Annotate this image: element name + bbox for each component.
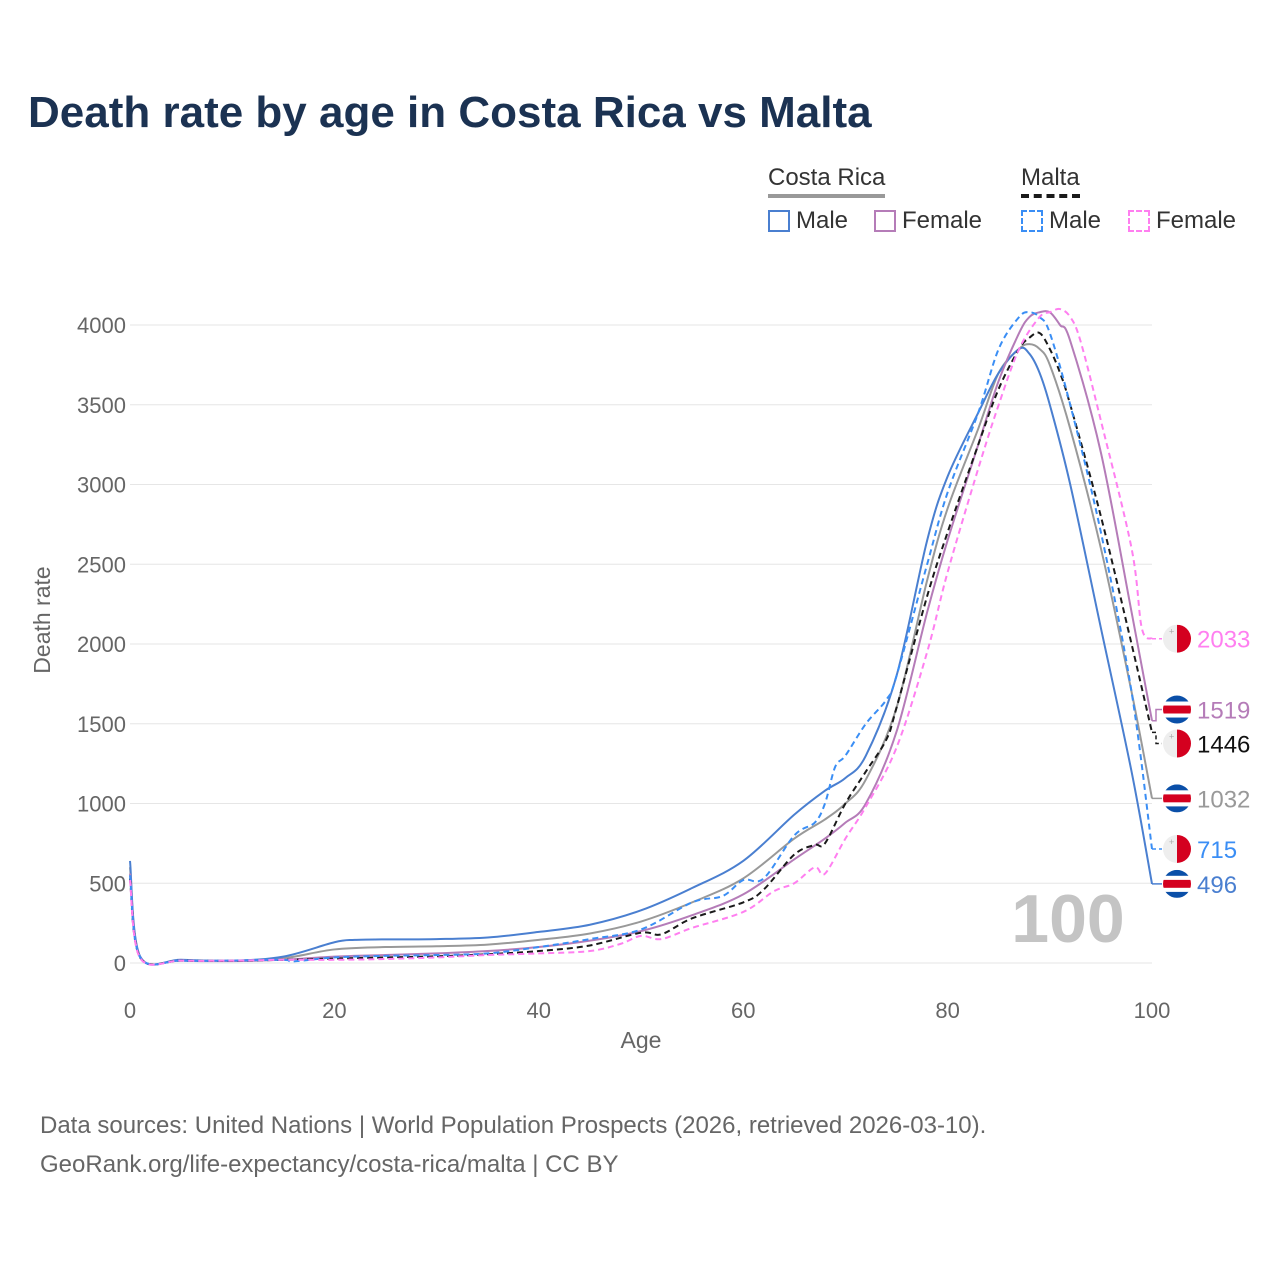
legend-swatch [1128,210,1150,232]
x-tick-label: 0 [124,998,136,1023]
legend-swatch [1021,210,1043,232]
legend-label: Male [796,207,849,234]
series-line-costa-rica-female [129,310,1153,966]
legend-item-malta-female[interactable]: Female [1128,207,1236,235]
end-value: 496 [1197,872,1237,899]
malta-flag-icon: + [1163,834,1191,863]
x-tick-label: 80 [935,998,959,1023]
data-source-text: Data sources: United Nations | World Pop… [40,1112,987,1139]
end-label-malta-total: +1446 [1152,729,1250,759]
x-tick-label: 60 [731,998,755,1023]
watermark-year: 100 [1011,881,1124,957]
end-value: 1519 [1197,698,1250,725]
legend-group-costa-rica: Costa Rica [768,164,886,198]
malta-flag-icon: + [1163,624,1191,653]
legend-group-malta: Malta [1021,164,1080,198]
y-tick-label: 3500 [77,393,126,418]
y-tick-label: 2500 [77,552,126,577]
end-label-costa-rica-female: 1519 [1152,695,1250,725]
y-tick-label: 1500 [77,712,126,737]
y-tick-label: 1000 [77,792,126,817]
legend-label: Female [1156,207,1237,234]
y-tick-label: 0 [114,951,126,976]
svg-text:+: + [1169,732,1174,742]
x-tick-label: 40 [527,998,551,1023]
legend-item-malta-male[interactable]: Male [1021,207,1101,235]
end-label-malta-female: +2033 [1152,624,1250,654]
legend-label: Female [902,207,983,234]
end-value: 715 [1197,837,1237,864]
y-tick-label: 500 [89,871,126,896]
end-label-costa-rica-male: 496 [1152,869,1237,899]
series-line-costa-rica-total [129,343,1153,966]
series-line-malta-female [129,307,1153,966]
x-tick-label: 100 [1134,998,1171,1023]
costa-rica-flag-icon [1163,695,1191,724]
label-connector [1152,708,1162,722]
x-axis-label: Age [621,1027,662,1053]
series-line-costa-rica-male [129,346,1153,966]
legend-swatch [874,210,896,232]
page-title: Death rate by age in Costa Rica vs Malta [28,88,872,137]
end-value: 1032 [1197,786,1250,813]
costa-rica-flag-icon [1163,784,1191,813]
legend-label: Male [1049,207,1102,234]
y-axis-label: Death rate [29,566,55,673]
y-tick-label: 4000 [77,313,126,338]
legend-swatch [768,210,790,232]
end-label-malta-male: +715 [1152,834,1237,864]
series-line-malta-total [129,331,1153,966]
malta-flag-icon: + [1163,729,1191,758]
svg-text:+: + [1169,627,1174,637]
source-link[interactable]: GeoRank.org/life-expectancy/costa-rica/m… [40,1151,619,1178]
costa-rica-flag-icon [1163,869,1191,898]
end-value: 1446 [1197,732,1250,759]
svg-text:+: + [1169,837,1174,847]
footer: Data sources: United Nations | World Pop… [40,1106,986,1184]
y-tick-label: 3000 [77,473,126,498]
x-tick-label: 20 [322,998,346,1023]
legend-item-costa-rica-male[interactable]: Male [768,207,848,235]
end-label-costa-rica-total: 1032 [1152,784,1250,813]
series-line-malta-male [129,311,1153,966]
label-connector [1152,731,1162,745]
y-tick-label: 2000 [77,632,126,657]
legend-item-costa-rica-female[interactable]: Female [874,207,982,235]
end-value: 2033 [1197,627,1250,654]
